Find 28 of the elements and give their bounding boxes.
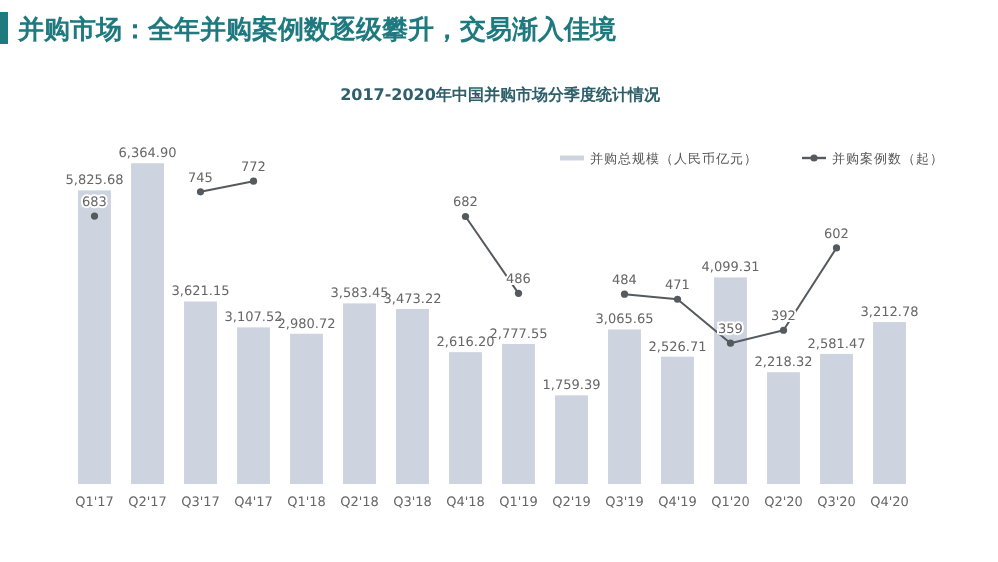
bar	[608, 329, 641, 484]
bar	[767, 372, 800, 484]
point	[726, 339, 735, 347]
point	[673, 295, 682, 303]
bar	[131, 163, 164, 484]
bar	[714, 277, 747, 484]
bar	[820, 353, 853, 484]
bar	[78, 190, 111, 484]
point	[832, 244, 841, 252]
title: 并购市场：全年并购案例数逐级攀升，交易渐入佳境	[18, 16, 616, 46]
bar	[237, 327, 270, 484]
point	[461, 212, 470, 221]
point	[620, 290, 629, 298]
point	[514, 289, 523, 297]
chart-subtitle: 2017-2020年中国并购市场分季度统计情况	[340, 84, 662, 104]
bar	[449, 352, 482, 484]
point	[196, 188, 205, 196]
bar	[290, 333, 323, 484]
bar	[661, 356, 694, 484]
bar	[502, 344, 535, 484]
bar	[873, 322, 906, 484]
bar	[184, 301, 217, 484]
bar	[555, 395, 588, 484]
bar	[343, 303, 376, 484]
bar	[396, 308, 429, 484]
point	[249, 177, 258, 185]
point	[90, 212, 99, 220]
point	[779, 326, 788, 334]
